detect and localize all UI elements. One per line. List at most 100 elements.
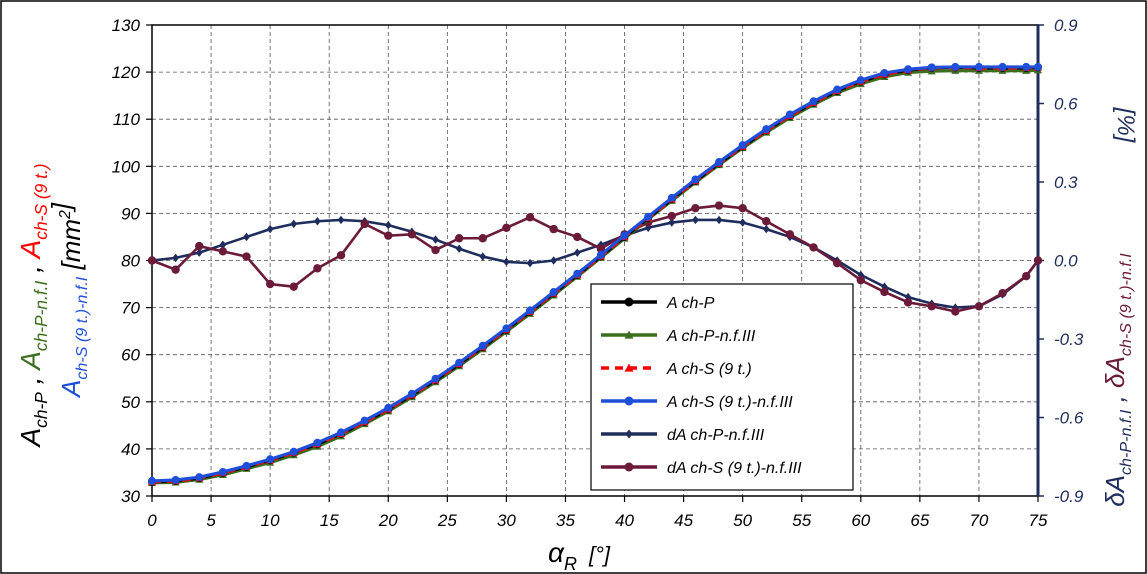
data-point — [478, 234, 487, 243]
data-point — [479, 252, 487, 261]
x-tick-label: 20 — [378, 511, 398, 530]
axis-title-subscript: ch-S (9 t.)-n.f.I — [73, 276, 91, 379]
data-point — [785, 110, 794, 119]
axis-title-part: 2 — [57, 210, 74, 220]
data-point — [856, 76, 865, 85]
y-left-tick-labels: 30 40 50 60 70 80 90 100 110 120 130 — [112, 16, 152, 506]
y-right-tick-label: -0.3 — [1054, 330, 1084, 349]
x-tick-label: 45 — [674, 511, 693, 530]
data-point — [525, 213, 535, 222]
data-point — [833, 85, 842, 94]
axis-title-part — [56, 269, 86, 276]
legend: A ch-P A ch-P-n.f.III A ch-S (9 t.) A ch-S … — [590, 283, 854, 491]
data-point — [762, 224, 770, 234]
axis-title-subscript: ch-P-n.f.I — [31, 281, 51, 352]
axis-title-part: A — [15, 428, 46, 449]
series-5 — [147, 201, 1043, 316]
y-left-tick-label: 120 — [112, 63, 141, 82]
data-point — [809, 97, 818, 106]
axis-title-subscript: ch-P-n.f.I — [1117, 409, 1135, 475]
data-point — [927, 63, 936, 72]
data-point — [148, 476, 156, 485]
data-point — [620, 231, 629, 240]
data-point — [195, 248, 203, 257]
legend-label: dA ch-S (9 t.)-n.f.III — [667, 460, 802, 477]
x-tick-label: 25 — [437, 511, 457, 530]
axis-title-part: , — [1100, 388, 1130, 402]
data-point — [219, 240, 227, 249]
x-tick-label: 10 — [261, 511, 280, 530]
y-right-tick-label: 0.0 — [1054, 252, 1078, 271]
data-point — [526, 306, 535, 315]
data-point — [974, 62, 983, 71]
y-left-tick-label: 40 — [121, 440, 140, 459]
data-point — [856, 275, 865, 285]
data-point — [596, 244, 606, 253]
axis-title-part — [1100, 402, 1130, 409]
x-tick-label: 65 — [910, 511, 929, 530]
data-point — [951, 307, 960, 316]
axis-title-text: δAch-P-n.f.I , δAch-S (9 t.)-n.f.I — [1100, 253, 1135, 507]
data-point — [951, 62, 960, 71]
data-point — [266, 455, 275, 464]
series-layer — [147, 62, 1043, 487]
data-point — [171, 265, 180, 274]
y-right-tick-label: 0.3 — [1054, 173, 1078, 192]
x-axis-subscript: R — [564, 554, 577, 574]
data-point — [738, 203, 747, 213]
axis-title-part: A — [15, 351, 46, 372]
data-point — [336, 251, 346, 260]
y-left-tick-label: 90 — [121, 204, 140, 223]
data-point — [314, 217, 321, 226]
data-point — [455, 358, 464, 367]
data-point — [762, 125, 771, 134]
axis-title-subscript: ch-P — [31, 392, 51, 428]
axis-title-part: ] — [46, 202, 76, 213]
data-point — [691, 175, 700, 184]
data-point — [218, 467, 227, 476]
data-point — [172, 253, 179, 263]
axis-title-part — [15, 273, 46, 281]
data-point — [1021, 272, 1031, 281]
data-point — [880, 69, 889, 78]
data-point — [809, 243, 818, 252]
data-point — [715, 158, 724, 167]
x-axis-symbol: α — [548, 537, 565, 568]
x-tick-label: 30 — [497, 511, 516, 530]
y-left-tick-label: 70 — [121, 299, 140, 318]
data-point — [549, 288, 558, 297]
axis-title-part: A — [15, 240, 46, 261]
y-left-tick-label: 50 — [121, 393, 140, 412]
x-tick-label: 55 — [792, 511, 811, 530]
data-point — [624, 363, 634, 372]
data-point — [337, 215, 345, 225]
data-point — [431, 245, 440, 255]
data-point — [573, 232, 582, 242]
data-point — [337, 428, 346, 437]
y-right-tick-labels: -0.9 -0.6 -0.3 0.0 0.3 0.6 0.9 — [1038, 16, 1084, 506]
x-tick-label: 5 — [206, 511, 216, 530]
legend-label: A ch-P-n.f.III — [666, 328, 756, 345]
data-point — [266, 224, 274, 234]
x-tick-label: 60 — [851, 511, 870, 530]
data-point — [739, 218, 747, 227]
legend-label: A ch-S (9 t.) — [666, 361, 752, 378]
data-point — [478, 341, 487, 350]
x-axis-title: αR [°] — [548, 537, 611, 574]
data-point — [147, 256, 157, 265]
axis-title-part: δA — [1100, 475, 1130, 507]
data-point — [195, 241, 204, 251]
y-left-tick-label: 100 — [112, 157, 141, 176]
data-point — [738, 141, 747, 150]
data-point — [265, 279, 275, 289]
data-point — [667, 211, 676, 221]
x-axis-unit: [°] — [588, 542, 611, 567]
legend-box — [590, 283, 854, 491]
data-point — [431, 374, 440, 383]
data-point — [503, 257, 510, 267]
data-point — [785, 230, 795, 239]
legend-item: A ch-S (9 t.)-n.f.III — [601, 394, 793, 411]
data-point — [691, 203, 700, 213]
data-point — [832, 258, 842, 268]
